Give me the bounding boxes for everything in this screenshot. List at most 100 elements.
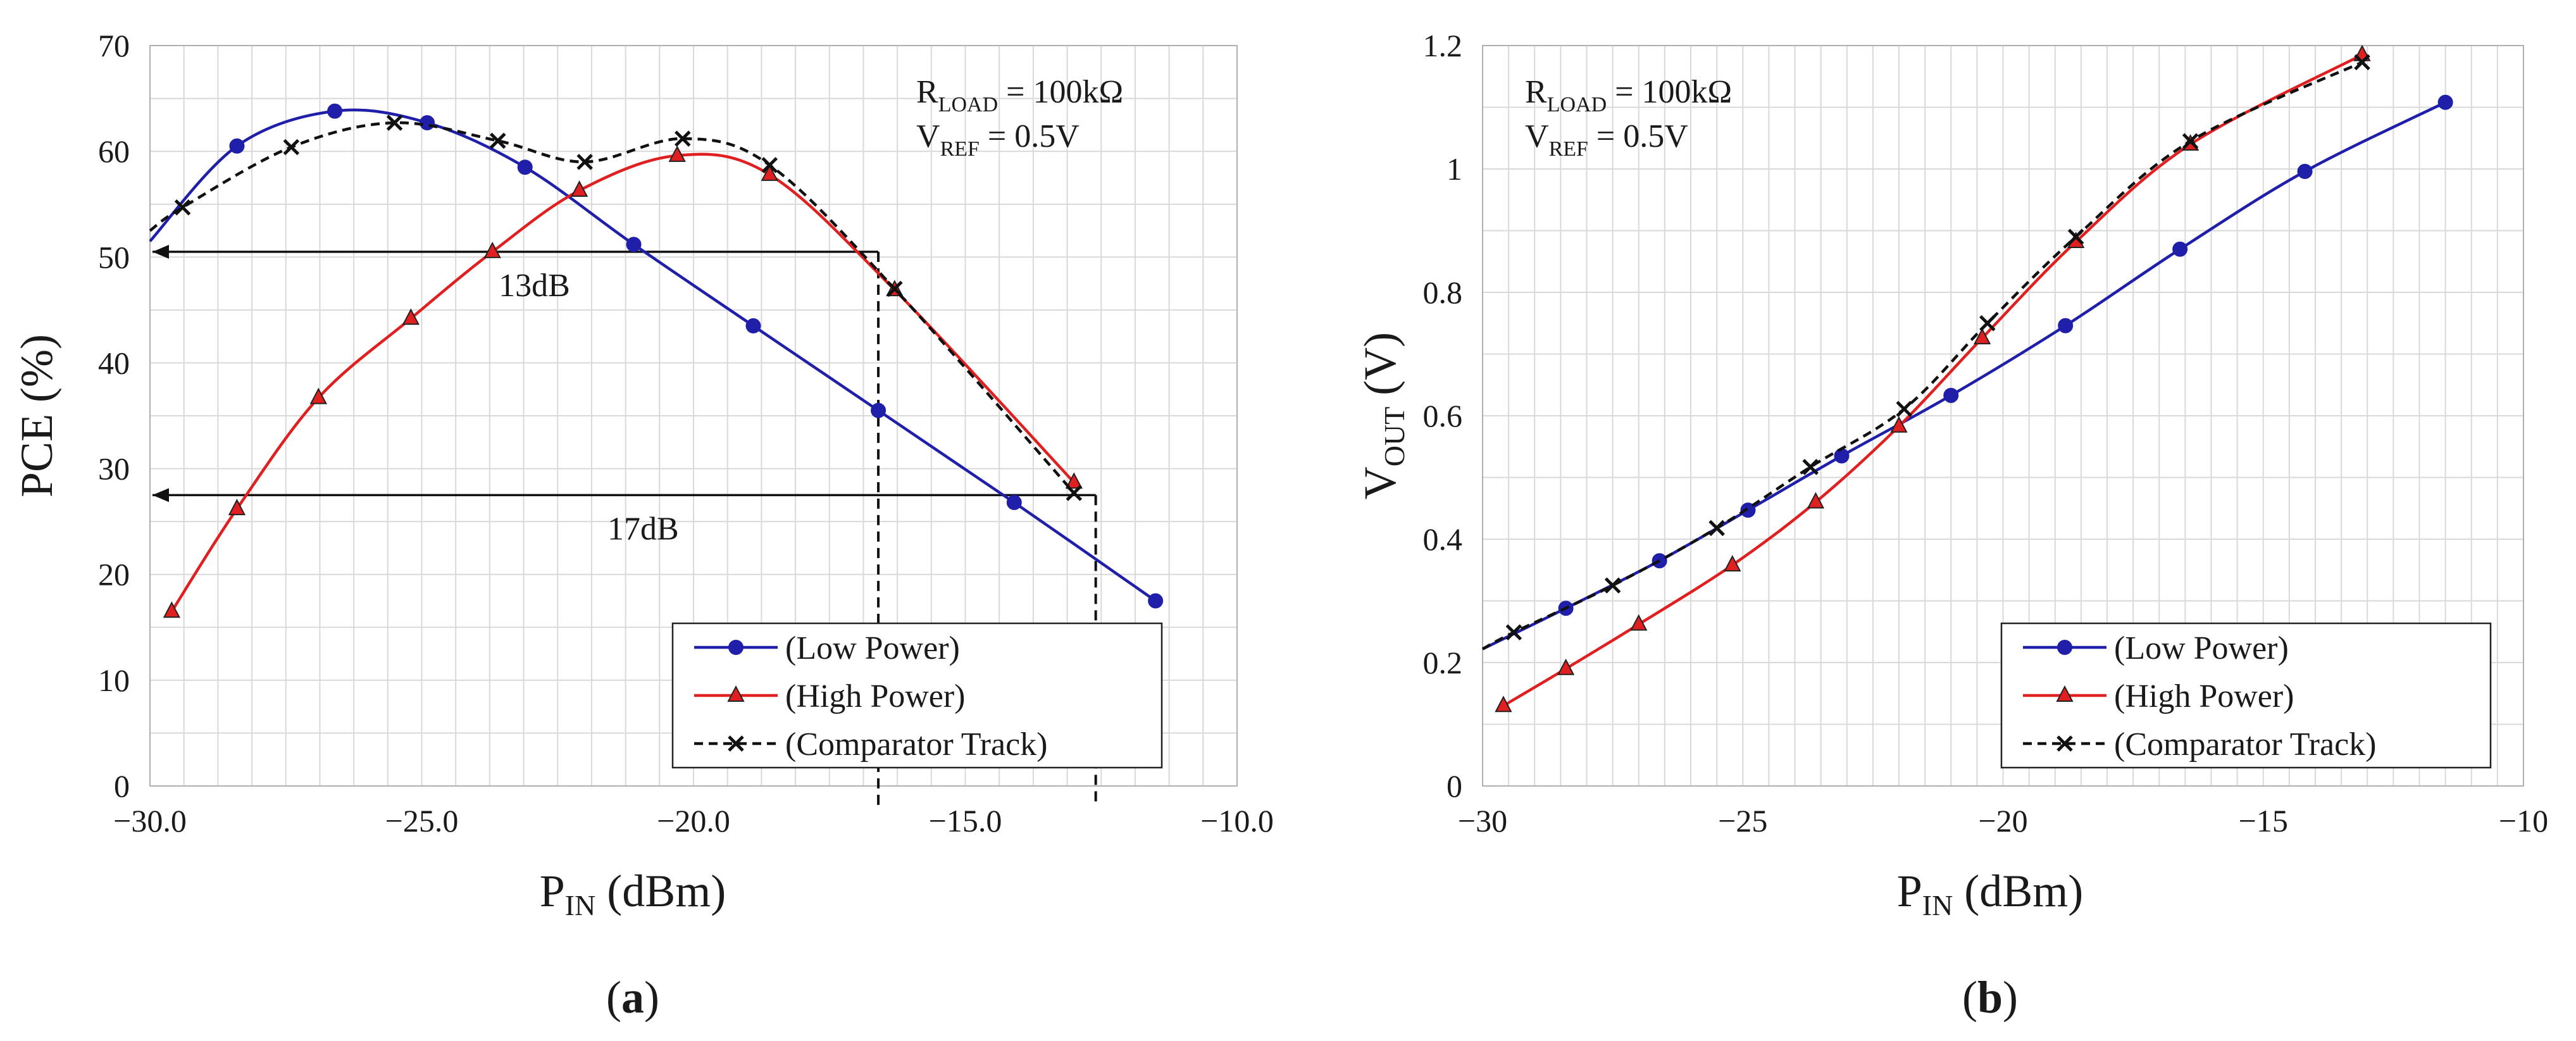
legend-marker [2056, 735, 2073, 752]
annotation: RLOAD = 100kΩ [916, 74, 1123, 116]
data-point [668, 145, 686, 162]
y-tick-label: 0.6 [1423, 398, 1463, 433]
data-point [871, 402, 887, 418]
y-axis-label: PCE (%) [11, 334, 62, 497]
y-tick-label: 50 [98, 239, 130, 275]
y-tick-label: 1.2 [1423, 28, 1463, 63]
data-point [483, 241, 501, 258]
data-point [2297, 163, 2313, 179]
data-point [420, 115, 435, 131]
legend: (Low Power) (High Power) (Comparator Track… [2000, 622, 2492, 769]
x-tick-label: −30.0 [113, 803, 187, 838]
legend-marker [2056, 685, 2074, 702]
x-axis-label: PIN (dBm) [540, 866, 726, 921]
arrow-label: 13dB [499, 268, 570, 304]
data-point [2067, 228, 2084, 246]
legend-marker [728, 735, 744, 752]
data-point [2354, 54, 2370, 71]
data-point [174, 199, 191, 216]
data-point [1557, 658, 1575, 675]
data-point [489, 132, 506, 149]
data-point [1807, 492, 1825, 509]
data-point [402, 308, 420, 325]
data-point [163, 601, 181, 618]
data-point [570, 180, 588, 197]
data-point [1505, 624, 1522, 640]
y-tick-label: 0.8 [1423, 275, 1463, 310]
legend-label: (Low Power) [2114, 630, 2289, 666]
series-line [1481, 61, 2363, 651]
annotation: VREF = 0.5V [916, 118, 1080, 161]
annotation: VREF = 0.5V [1525, 118, 1688, 161]
data-point [517, 159, 533, 175]
chart-panel-b: −30 −25 −20 −15 −10 0 0.2 0.4 0.6 0.8 1 1.2 PIN (dBm… [1355, 28, 2548, 1023]
x-tick-label: −15.0 [929, 803, 1002, 838]
data-point [1943, 387, 1959, 403]
arrow-label: 17dB [607, 511, 679, 547]
series-low [1482, 94, 2453, 651]
x-tick-label: −10 [2499, 803, 2548, 838]
data-point [1896, 401, 1912, 418]
plot-frame [1482, 45, 2524, 787]
data-point [1604, 577, 1621, 594]
arrow-head [152, 244, 169, 259]
data-point [327, 103, 343, 119]
y-tick-label: 0.4 [1423, 521, 1463, 557]
y-axis-label-group: VOUT (V) [1355, 332, 1410, 500]
x-tick-label: −20.0 [657, 803, 730, 838]
data-point [1834, 448, 1850, 464]
y-axis-label-group: PCE (%) [11, 334, 62, 497]
arrow-head [152, 488, 169, 502]
legend-marker [2057, 640, 2072, 655]
data-point [1066, 485, 1083, 501]
series-low [149, 103, 1164, 609]
legend: (Low Power) (High Power) (Comparator Track… [671, 622, 1163, 769]
data-point [1065, 472, 1083, 489]
data-point [576, 154, 593, 170]
y-tick-label: 0 [1447, 768, 1462, 804]
x-tick-label: −30 [1458, 803, 1507, 838]
data-point [675, 130, 691, 147]
data-point [283, 139, 300, 156]
data-point [1006, 495, 1022, 511]
y-tick-label: 0.2 [1423, 645, 1463, 680]
x-tick-label: −25 [1718, 803, 1767, 838]
arrow-annotation: 13dB [152, 244, 879, 304]
data-point [386, 115, 403, 131]
x-tick-label: −25.0 [385, 803, 459, 838]
data-point [1973, 328, 1991, 345]
data-point [228, 499, 246, 516]
y-tick-label: 60 [98, 134, 130, 169]
data-point [1495, 695, 1512, 713]
data-point [745, 318, 761, 333]
data-point [2437, 94, 2453, 110]
panel-label: (a) [606, 972, 659, 1023]
legend-marker [728, 640, 744, 655]
plot-frame [149, 45, 1238, 787]
x-tick-label: −10.0 [1200, 803, 1274, 838]
x-tick-label: −15 [2239, 803, 2288, 838]
y-tick-label: 70 [98, 28, 130, 63]
series-line [149, 108, 1157, 602]
data-point [1802, 459, 1819, 475]
legend-label: (High Power) [785, 678, 966, 714]
y-tick-label: 30 [98, 451, 130, 487]
legend-label: (Low Power) [785, 630, 960, 666]
panel-label: (b) [1962, 972, 2018, 1023]
data-point [1890, 416, 1908, 433]
data-point [887, 280, 903, 297]
data-point [1708, 520, 1725, 537]
legend-label: (High Power) [2114, 678, 2294, 714]
series-comp [1481, 54, 2370, 651]
data-point [229, 138, 245, 154]
x-axis-label: PIN (dBm) [1897, 866, 2084, 921]
data-point [1979, 315, 1996, 332]
data-point [309, 387, 327, 404]
data-point [2182, 133, 2199, 149]
x-tick-label: −20 [1978, 803, 2027, 838]
legend-marker [727, 685, 745, 702]
y-tick-label: 40 [98, 345, 130, 380]
data-point [1630, 614, 1648, 631]
series-line [149, 121, 1075, 494]
